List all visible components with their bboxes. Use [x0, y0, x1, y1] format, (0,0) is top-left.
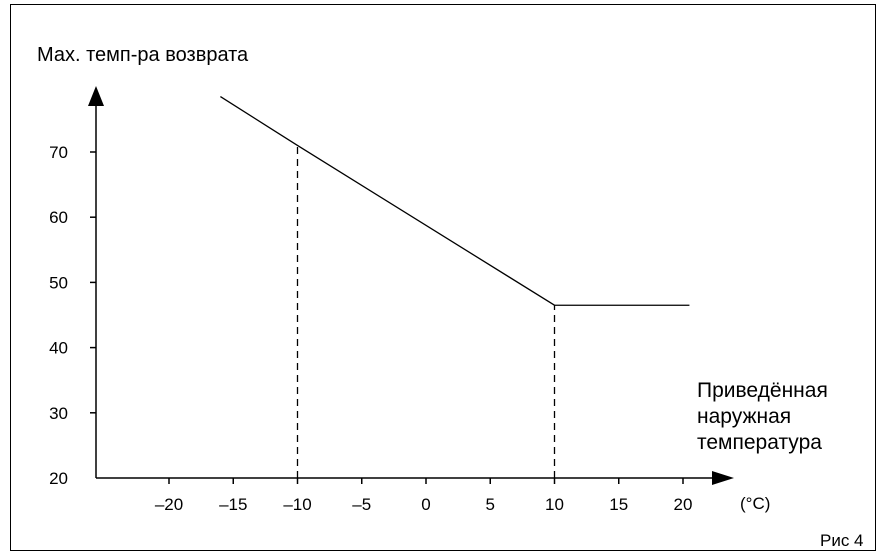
- chart-axes: [88, 86, 734, 485]
- y-axis-label: Мах. темп-ра возврата: [37, 44, 249, 66]
- figure-frame: [10, 4, 876, 551]
- x-tick-label: –20: [155, 495, 183, 514]
- y-tick-label: 70: [49, 143, 68, 162]
- x-axis-unit: (°C): [740, 494, 771, 513]
- x-tick-label: 20: [674, 495, 693, 514]
- series-line: [220, 96, 690, 306]
- x-tick-label: –15: [219, 495, 247, 514]
- x-tick-label: 5: [486, 495, 495, 514]
- x-tick-label: –10: [283, 495, 311, 514]
- figure-label: Рис 4: [820, 531, 864, 550]
- y-tick-label: 20: [49, 469, 68, 488]
- x-tick-label: 10: [545, 495, 564, 514]
- y-tick-label: 40: [49, 339, 68, 358]
- x-axis-label: Приведённая наружная температура: [697, 379, 828, 454]
- x-tick-label: 15: [609, 495, 628, 514]
- x-axis-arrow: [712, 471, 734, 485]
- y-axis-arrow: [88, 86, 104, 106]
- y-tick-label: 50: [49, 273, 68, 292]
- x-axis-ticks: –20 –15 –10 –5 0 5 10 15 20: [155, 478, 693, 514]
- y-tick-label: 30: [49, 404, 68, 423]
- reference-lines: [296, 145, 556, 478]
- x-tick-label: 0: [421, 495, 430, 514]
- y-axis-ticks: 20 30 40 50 60 70: [49, 143, 96, 488]
- series-group: [220, 96, 690, 306]
- y-tick-label: 60: [49, 208, 68, 227]
- x-tick-label: –5: [352, 495, 371, 514]
